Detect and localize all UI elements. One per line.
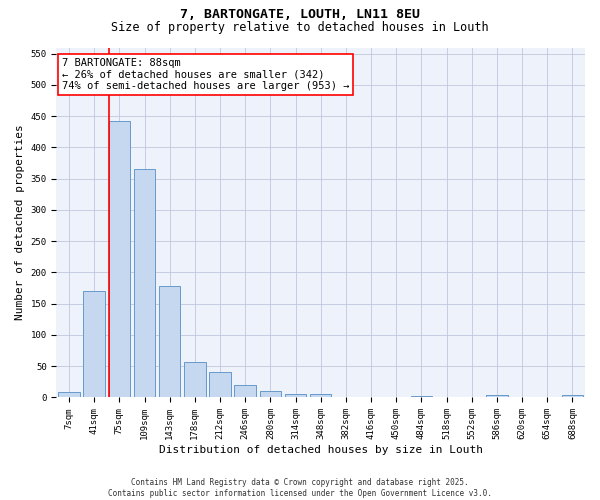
Bar bbox=[235, 385, 256, 398]
Bar bbox=[58, 392, 80, 398]
Bar bbox=[109, 120, 130, 398]
Bar bbox=[260, 391, 281, 398]
Bar bbox=[310, 394, 331, 398]
Bar bbox=[209, 372, 231, 398]
X-axis label: Distribution of detached houses by size in Louth: Distribution of detached houses by size … bbox=[159, 445, 483, 455]
Bar bbox=[285, 394, 306, 398]
Bar bbox=[410, 396, 432, 398]
Text: Size of property relative to detached houses in Louth: Size of property relative to detached ho… bbox=[111, 21, 489, 34]
Y-axis label: Number of detached properties: Number of detached properties bbox=[15, 124, 25, 320]
Bar bbox=[184, 362, 206, 398]
Bar bbox=[486, 395, 508, 398]
Bar bbox=[159, 286, 181, 398]
Text: 7 BARTONGATE: 88sqm
← 26% of detached houses are smaller (342)
74% of semi-detac: 7 BARTONGATE: 88sqm ← 26% of detached ho… bbox=[62, 58, 349, 91]
Bar bbox=[562, 395, 583, 398]
Bar bbox=[83, 291, 105, 398]
Text: 7, BARTONGATE, LOUTH, LN11 8EU: 7, BARTONGATE, LOUTH, LN11 8EU bbox=[180, 8, 420, 20]
Bar bbox=[134, 170, 155, 398]
Text: Contains HM Land Registry data © Crown copyright and database right 2025.
Contai: Contains HM Land Registry data © Crown c… bbox=[108, 478, 492, 498]
